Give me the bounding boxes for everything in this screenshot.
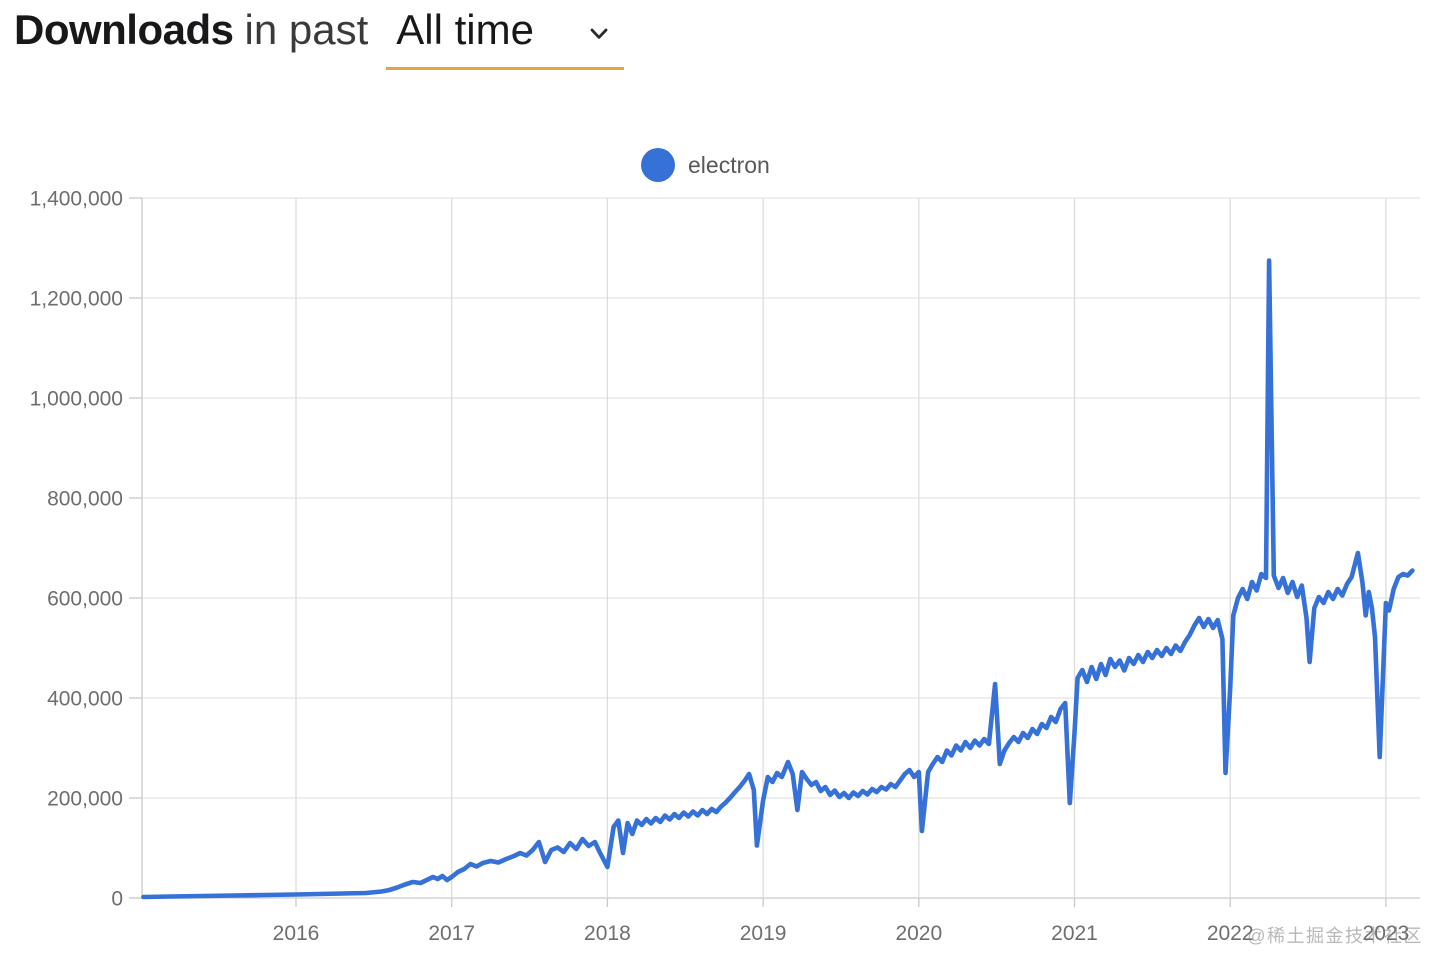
x-tick-label: 2019 — [740, 922, 787, 945]
x-tick-label: 2017 — [428, 922, 475, 945]
x-tick-label: 2016 — [273, 922, 320, 945]
y-tick-label: 600,000 — [47, 588, 123, 611]
electron-series-line — [141, 258, 1415, 900]
legend-dot-electron — [641, 148, 675, 182]
x-tick-label: 2022 — [1207, 922, 1254, 945]
x-tick-label: 2018 — [584, 922, 631, 945]
watermark: @稀土掘金技术社区 — [1247, 926, 1423, 946]
x-tick-label: 2023 — [1363, 922, 1410, 945]
legend-label-electron: electron — [688, 151, 770, 178]
y-tick-label: 200,000 — [47, 788, 123, 811]
x-tick-label: 2021 — [1051, 922, 1098, 945]
y-tick-label: 0 — [111, 888, 123, 911]
chevron-down-icon — [590, 28, 608, 43]
x-tick-label: 2020 — [895, 922, 942, 945]
y-tick-label: 800,000 — [47, 488, 123, 511]
legend: electron — [641, 148, 770, 182]
y-tick-label: 1,400,000 — [30, 188, 123, 211]
y-tick-label: 1,200,000 — [30, 288, 123, 311]
y-tick-label: 1,000,000 — [30, 388, 123, 411]
chart-header: Downloads in past All time — [14, 6, 625, 70]
page-title-suffix: in past — [244, 6, 369, 53]
page-title: Downloads — [14, 6, 234, 53]
time-range-value: All time — [396, 6, 534, 53]
y-tick-label: 400,000 — [47, 688, 123, 711]
time-range-dropdown[interactable]: All time — [386, 6, 625, 70]
